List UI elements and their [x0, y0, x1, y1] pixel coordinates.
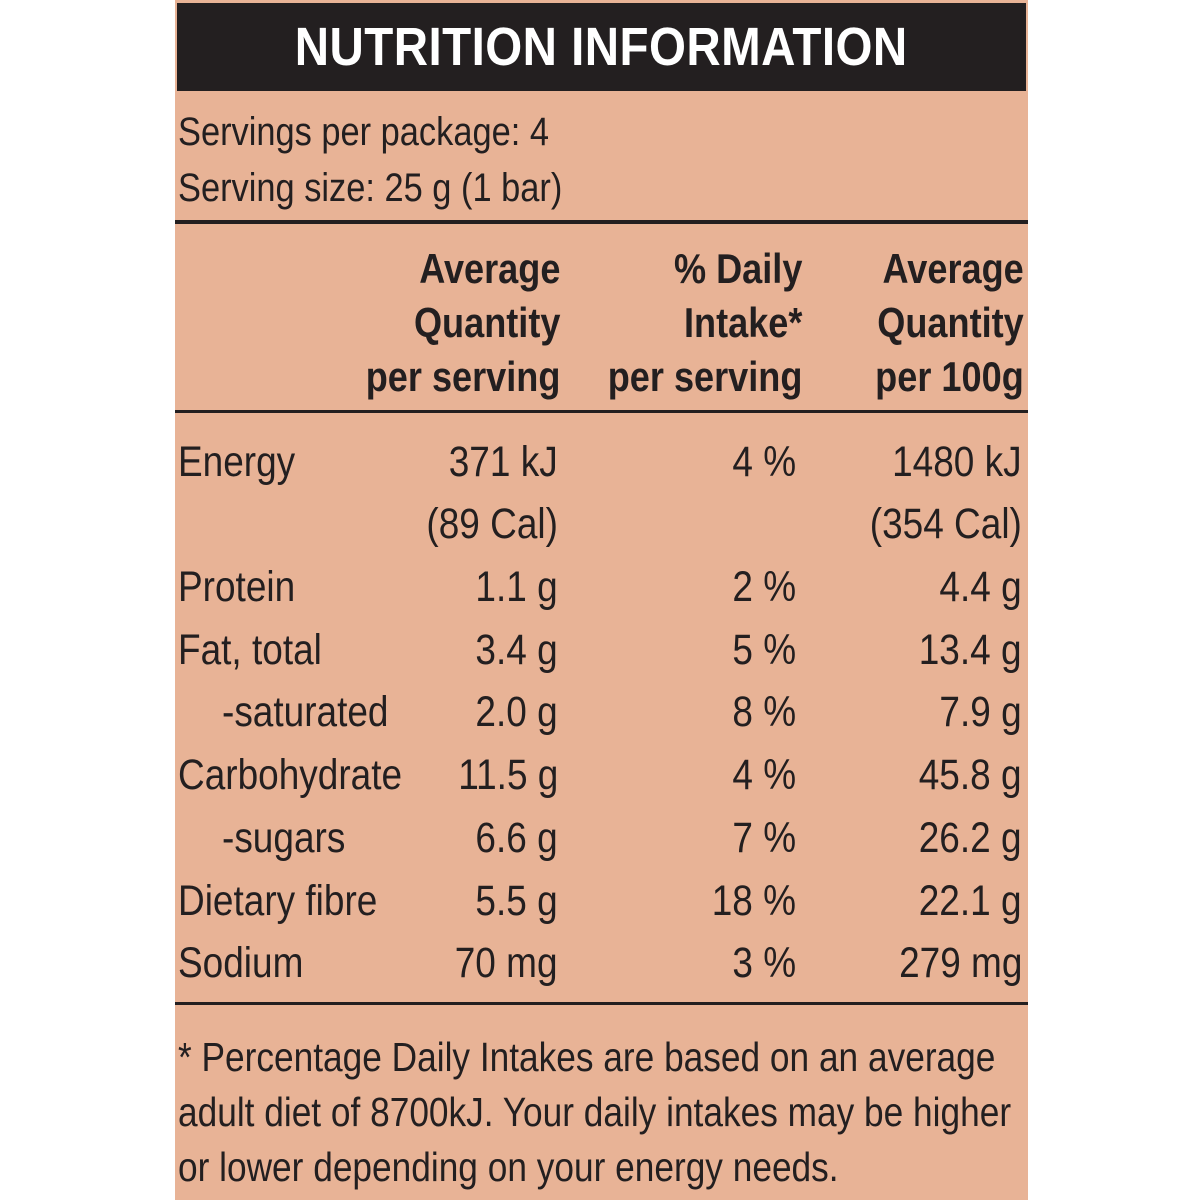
value-per-100g: 26.2 g — [919, 814, 1022, 862]
value-daily-intake: 4 % — [732, 751, 796, 799]
value-per-serving: (89 Cal) — [426, 500, 558, 548]
table-row-saturated: -saturated 2.0 g 8 % 7.9 g — [175, 682, 1028, 742]
table-row-sodium: Sodium 70 mg 3 % 279 mg — [175, 933, 1028, 993]
column-header-line: Quantity — [877, 299, 1024, 346]
footnote-line: adult diet of 8700kJ. Your daily intakes… — [178, 1089, 1012, 1135]
value-per-serving: 6.6 g — [475, 814, 558, 862]
table-row-carbohydrate: Carbohydrate 11.5 g 4 % 45.8 g — [175, 745, 1028, 805]
row-label: Protein — [178, 563, 296, 611]
value-daily-intake: 8 % — [732, 688, 796, 736]
value-per-serving: 70 mg — [455, 939, 558, 987]
panel-title: NUTRITION INFORMATION — [177, 3, 1026, 91]
column-header-line: Average — [882, 245, 1024, 292]
column-header-line: Average — [418, 245, 560, 292]
footnote: * Percentage Daily Intakes are based on … — [178, 1030, 1025, 1195]
footnote-line: or lower depending on your energy needs. — [178, 1144, 839, 1190]
column-header-per-100g: Average Quantity per 100g — [851, 242, 1024, 404]
row-label: Energy — [178, 438, 296, 486]
column-header-line: % Daily — [673, 245, 802, 292]
value-per-100g: 13.4 g — [919, 626, 1022, 674]
value-per-serving: 3.4 g — [475, 626, 558, 674]
table-row-dietary-fibre: Dietary fibre 5.5 g 18 % 22.1 g — [175, 871, 1028, 931]
divider-header — [175, 410, 1028, 413]
column-header-per-serving: Average Quantity per serving — [334, 242, 560, 404]
column-header-line: Quantity — [413, 299, 560, 346]
value-per-serving: 371 kJ — [449, 438, 558, 486]
row-label: Dietary fibre — [178, 877, 378, 925]
servings-per-package: Servings per package: 4 — [178, 110, 549, 154]
value-daily-intake: 4 % — [732, 438, 796, 486]
value-per-serving: 1.1 g — [475, 563, 558, 611]
value-per-serving: 2.0 g — [475, 688, 558, 736]
value-daily-intake: 3 % — [732, 939, 796, 987]
panel-title-text: NUTRITION INFORMATION — [295, 17, 908, 77]
row-label: Sodium — [178, 939, 304, 987]
value-per-serving: 5.5 g — [475, 877, 558, 925]
divider-footer — [175, 1002, 1028, 1005]
column-header-line: per serving — [607, 353, 802, 400]
value-daily-intake: 2 % — [732, 563, 796, 611]
table-row-energy-cal: (89 Cal) (354 Cal) — [175, 494, 1028, 554]
row-label: -saturated — [222, 688, 389, 736]
value-per-100g: 45.8 g — [919, 751, 1022, 799]
table-row-protein: Protein 1.1 g 2 % 4.4 g — [175, 557, 1028, 617]
value-per-100g: 279 mg — [898, 939, 1022, 987]
row-label: -sugars — [222, 814, 346, 862]
value-daily-intake: 18 % — [711, 877, 796, 925]
column-header-line: per 100g — [875, 353, 1024, 400]
value-per-100g: 22.1 g — [919, 877, 1022, 925]
table-row-sugars: -sugars 6.6 g 7 % 26.2 g — [175, 808, 1028, 868]
value-per-100g: 7.9 g — [939, 688, 1022, 736]
row-label: Fat, total — [178, 626, 322, 674]
nutrition-panel: NUTRITION INFORMATION Servings per packa… — [175, 0, 1028, 1200]
divider-thick — [175, 220, 1028, 224]
value-per-100g: 1480 kJ — [892, 438, 1022, 486]
table-row-fat-total: Fat, total 3.4 g 5 % 13.4 g — [175, 620, 1028, 680]
footnote-line: * Percentage Daily Intakes are based on … — [178, 1034, 996, 1080]
table-row-energy: Energy 371 kJ 4 % 1480 kJ — [175, 432, 1028, 492]
value-per-100g: (354 Cal) — [869, 500, 1022, 548]
value-daily-intake: 5 % — [732, 626, 796, 674]
value-per-serving: 11.5 g — [457, 751, 558, 799]
value-per-100g: 4.4 g — [939, 563, 1022, 611]
column-header-daily-intake: % Daily Intake* per serving — [576, 242, 802, 404]
serving-size: Serving size: 25 g (1 bar) — [178, 166, 563, 210]
column-header-line: per serving — [365, 353, 560, 400]
row-label: Carbohydrate — [178, 751, 403, 799]
value-daily-intake: 7 % — [732, 814, 796, 862]
column-header-line: Intake* — [683, 299, 802, 346]
